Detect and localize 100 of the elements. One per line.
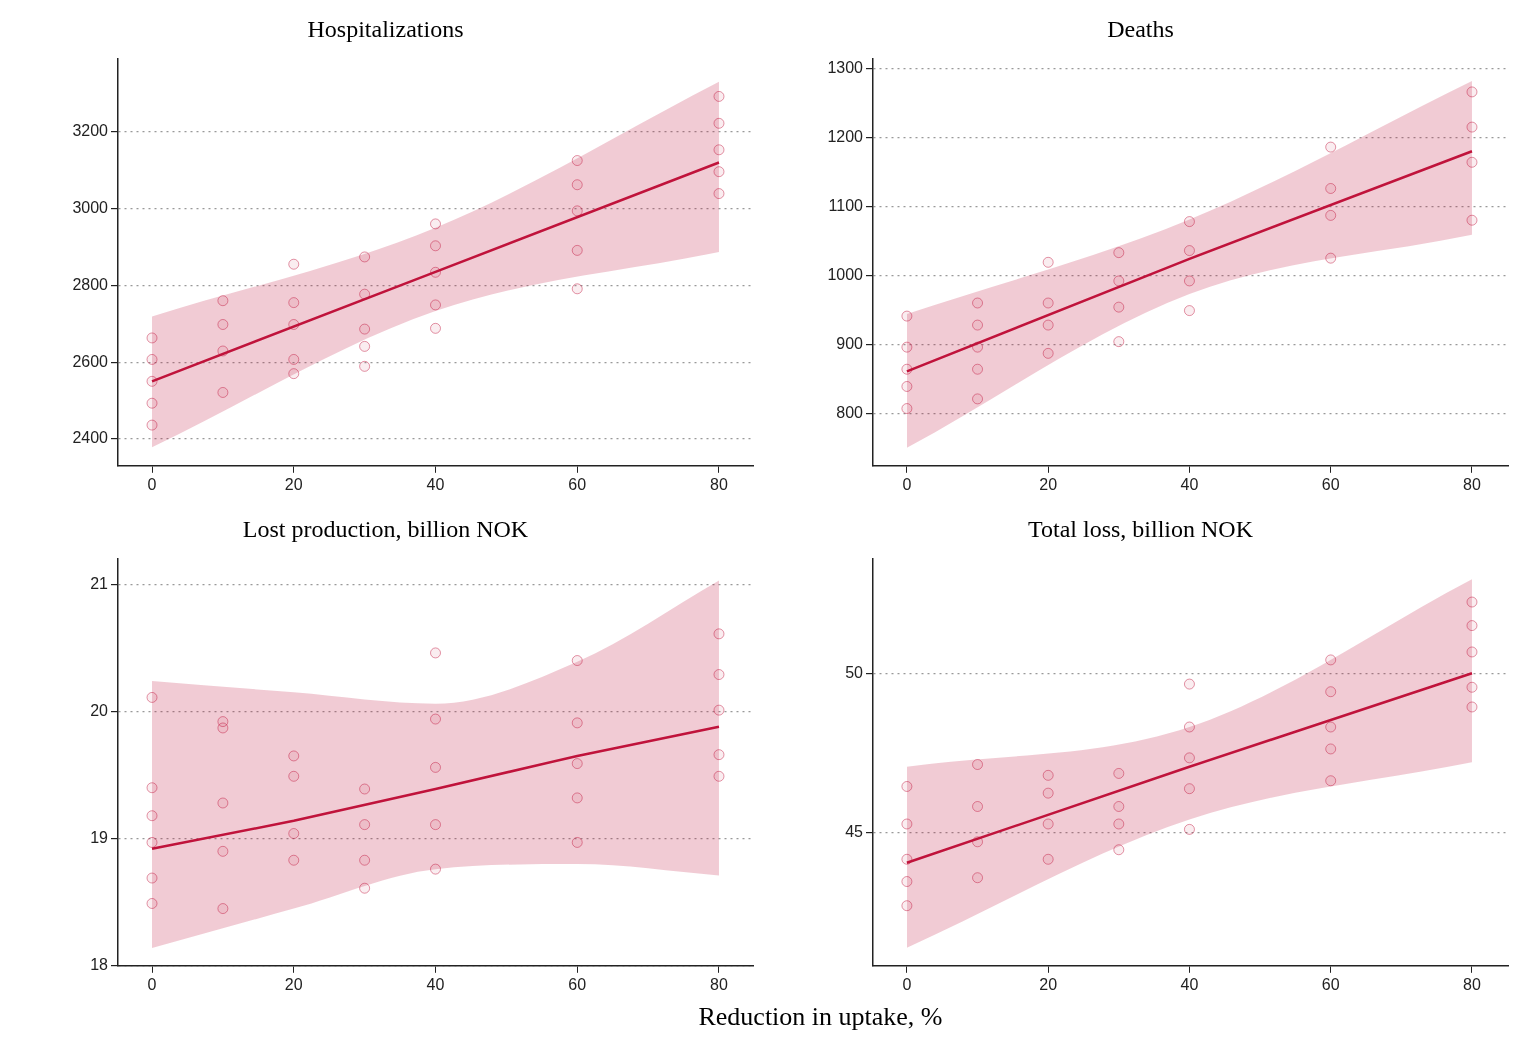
point xyxy=(571,758,583,770)
y-tick-label: 3000 xyxy=(72,198,109,216)
x-tick-label: 40 xyxy=(1180,475,1199,493)
point xyxy=(901,341,913,353)
point xyxy=(217,295,229,307)
point xyxy=(359,882,371,894)
y-tick-label: 1200 xyxy=(827,127,864,145)
point xyxy=(288,770,300,782)
y-tick-label: 45 xyxy=(845,822,864,840)
point xyxy=(217,722,229,734)
y-tick-label: 18 xyxy=(90,956,109,974)
point xyxy=(901,900,913,912)
point xyxy=(1042,319,1054,331)
point xyxy=(901,876,913,888)
point xyxy=(1042,297,1054,309)
point xyxy=(1042,853,1054,865)
x-tick-label: 0 xyxy=(902,975,912,993)
y-tick-label: 3200 xyxy=(72,122,109,140)
y-tick-label: 900 xyxy=(836,334,864,352)
point xyxy=(571,717,583,729)
point xyxy=(430,863,441,875)
point xyxy=(901,403,913,415)
point xyxy=(217,797,229,809)
point xyxy=(1042,787,1054,799)
point xyxy=(571,792,583,804)
point xyxy=(1183,783,1195,795)
y-tick-label: 1000 xyxy=(827,265,864,283)
point xyxy=(1466,86,1478,98)
point xyxy=(1325,209,1337,221)
point xyxy=(1113,247,1125,259)
point xyxy=(901,780,913,792)
point xyxy=(713,90,725,102)
point xyxy=(901,818,913,830)
y-tick-label: 1300 xyxy=(827,58,864,76)
point xyxy=(146,332,158,344)
x-tick-label: 60 xyxy=(1321,975,1340,993)
x-tick-label: 40 xyxy=(426,475,445,493)
point xyxy=(571,155,583,167)
point xyxy=(972,393,984,405)
point xyxy=(972,872,984,884)
x-tick-label: 20 xyxy=(284,975,303,993)
y-tick-label: 2600 xyxy=(72,352,109,370)
y-tick-label: 2800 xyxy=(72,275,109,293)
point xyxy=(146,375,158,387)
point xyxy=(1113,301,1125,313)
point xyxy=(146,872,158,884)
point xyxy=(146,836,158,848)
x-tick-label: 80 xyxy=(1463,475,1481,493)
point xyxy=(1325,252,1337,264)
y-tick-label: 800 xyxy=(836,403,864,421)
x-tick-label: 60 xyxy=(568,975,587,993)
point xyxy=(288,368,300,380)
point xyxy=(713,770,725,782)
point xyxy=(430,218,441,230)
x-axis-title: Reduction in uptake, % xyxy=(697,1002,944,1032)
point xyxy=(359,819,371,831)
point xyxy=(1183,752,1195,764)
point xyxy=(430,299,441,311)
point xyxy=(713,669,725,681)
y-tick-label: 19 xyxy=(90,829,109,847)
point xyxy=(972,297,984,309)
chart-title: Deaths xyxy=(1107,15,1174,42)
y-tick-label: 2400 xyxy=(72,429,109,447)
point xyxy=(217,386,229,398)
point xyxy=(1325,743,1337,755)
y-tick-label: 50 xyxy=(845,663,864,681)
point xyxy=(1042,769,1054,781)
x-tick-label: 0 xyxy=(902,475,912,493)
y-tick-label: 21 xyxy=(90,574,109,592)
point xyxy=(1466,596,1478,608)
point xyxy=(288,750,300,762)
point xyxy=(359,251,371,263)
x-tick-label: 60 xyxy=(1321,475,1340,493)
point xyxy=(1183,275,1195,287)
point xyxy=(1042,256,1054,268)
point xyxy=(1113,844,1125,856)
point xyxy=(1113,275,1125,287)
point xyxy=(901,380,913,392)
point xyxy=(1183,823,1195,835)
point xyxy=(1466,646,1478,658)
x-tick-label: 20 xyxy=(284,475,303,493)
point xyxy=(146,782,158,794)
point xyxy=(1325,182,1337,194)
x-tick-label: 20 xyxy=(1039,475,1058,493)
point xyxy=(359,360,371,372)
point xyxy=(901,310,913,322)
point xyxy=(1183,305,1195,317)
y-tick-label: 20 xyxy=(90,701,109,719)
x-tick-label: 20 xyxy=(1039,975,1058,993)
point xyxy=(972,836,984,848)
chart-title: Hospitalizations xyxy=(307,15,464,42)
point xyxy=(1466,121,1478,133)
x-tick-label: 80 xyxy=(710,975,728,993)
point xyxy=(430,266,441,278)
point xyxy=(1042,818,1054,830)
point xyxy=(359,854,371,866)
point xyxy=(1113,818,1125,830)
x-tick-label: 80 xyxy=(1463,975,1481,993)
point xyxy=(430,713,441,725)
point xyxy=(1466,701,1478,713)
